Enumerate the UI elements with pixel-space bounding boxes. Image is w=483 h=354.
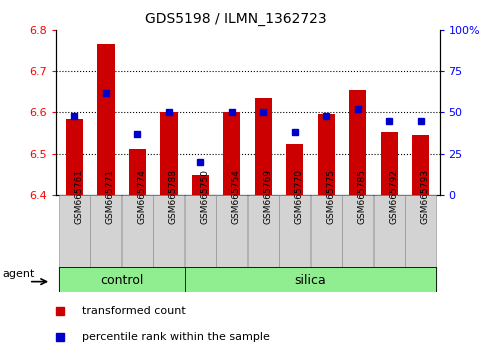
Bar [90,195,121,267]
Bar [255,98,272,195]
Bar [248,195,279,267]
Bar [185,267,436,292]
Text: GSM665793: GSM665793 [421,169,430,224]
Bar [154,195,185,267]
Bar [129,149,146,195]
Text: GSM665775: GSM665775 [326,169,335,224]
Text: GSM665792: GSM665792 [389,170,398,224]
Text: GSM665769: GSM665769 [263,169,272,224]
Bar [216,195,247,267]
Text: GSM665770: GSM665770 [295,169,304,224]
Bar [59,267,185,292]
Bar [317,114,335,195]
Bar [97,45,114,195]
Bar [405,195,436,267]
Bar [122,195,153,267]
Bar [342,195,373,267]
Text: GSM665785: GSM665785 [358,169,367,224]
Text: control: control [100,274,143,287]
Bar [66,119,83,195]
Text: GSM665774: GSM665774 [137,170,146,224]
Bar [160,113,178,195]
Text: GSM665771: GSM665771 [106,169,115,224]
Text: GSM665754: GSM665754 [232,170,241,224]
Bar [185,195,216,267]
Bar [374,195,405,267]
Text: GSM665761: GSM665761 [74,169,84,224]
Bar [349,90,366,195]
Text: GSM665788: GSM665788 [169,169,178,224]
Bar [311,195,341,267]
Text: transformed count: transformed count [82,306,185,316]
Title: GDS5198 / ILMN_1362723: GDS5198 / ILMN_1362723 [145,12,327,26]
Bar [59,195,90,267]
Bar [279,195,310,267]
Bar [381,132,398,195]
Text: percentile rank within the sample: percentile rank within the sample [82,332,270,342]
Bar [192,175,209,195]
Bar [412,135,429,195]
Text: silica: silica [295,274,327,287]
Text: GSM665750: GSM665750 [200,169,209,224]
Bar [223,113,241,195]
Text: agent: agent [3,269,35,279]
Bar [286,144,303,195]
